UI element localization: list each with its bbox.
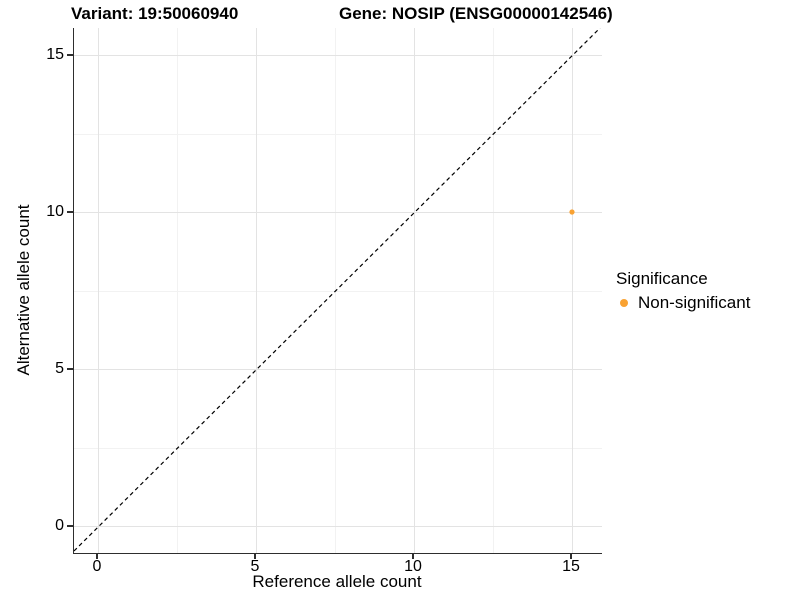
x-tick-mark bbox=[254, 554, 256, 559]
legend: Significance Non-significant bbox=[616, 269, 750, 313]
legend-item-non-significant: Non-significant bbox=[616, 293, 750, 313]
chart-panel bbox=[73, 28, 602, 554]
x-tick-label: 15 bbox=[562, 558, 580, 575]
x-tick-mark bbox=[570, 554, 572, 559]
legend-point-icon bbox=[620, 299, 628, 307]
x-tick-label: 5 bbox=[250, 558, 260, 575]
gridline-minor-horizontal bbox=[74, 448, 602, 449]
gridline-major-horizontal bbox=[74, 369, 602, 370]
gridline-major-horizontal bbox=[74, 526, 602, 527]
gridline-major-horizontal bbox=[74, 212, 602, 213]
gridline-major-vertical bbox=[256, 28, 257, 553]
legend-title: Significance bbox=[616, 269, 708, 288]
x-tick-mark bbox=[412, 554, 414, 559]
x-tick-label: 0 bbox=[92, 558, 102, 575]
y-tick-label: 5 bbox=[55, 360, 64, 377]
data-point-non-significant bbox=[569, 209, 575, 215]
legend-item-label: Non-significant bbox=[638, 293, 751, 312]
y-tick-mark bbox=[67, 368, 73, 370]
y-axis-title: Alternative allele count bbox=[14, 204, 33, 376]
gene-title: Gene: NOSIP (ENSG00000142546) bbox=[339, 4, 613, 23]
gridline-major-vertical bbox=[98, 28, 99, 553]
gridline-minor-horizontal bbox=[74, 291, 602, 292]
gridline-minor-vertical bbox=[493, 28, 494, 553]
gridline-minor-horizontal bbox=[74, 134, 602, 135]
y-tick-label: 10 bbox=[46, 203, 64, 220]
gridline-major-horizontal bbox=[74, 55, 602, 56]
y-tick-mark bbox=[67, 211, 73, 213]
y-tick-mark bbox=[67, 54, 73, 56]
y-tick-label: 15 bbox=[46, 46, 64, 63]
identity-reference-line bbox=[74, 28, 601, 552]
x-tick-label: 10 bbox=[404, 558, 422, 575]
gridline-minor-vertical bbox=[177, 28, 178, 553]
gridline-major-vertical bbox=[572, 28, 573, 553]
gridline-major-vertical bbox=[414, 28, 415, 553]
x-tick-mark bbox=[96, 554, 98, 559]
y-tick-mark bbox=[67, 525, 73, 527]
y-tick-label: 0 bbox=[55, 517, 64, 534]
x-axis-title: Reference allele count bbox=[252, 572, 422, 591]
panel-drawing-layer bbox=[74, 28, 601, 552]
variant-title: Variant: 19:50060940 bbox=[71, 4, 239, 23]
